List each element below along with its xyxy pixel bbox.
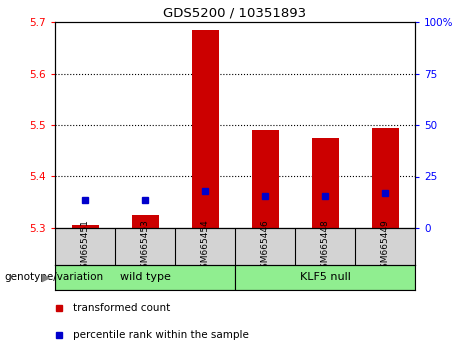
Text: GSM665454: GSM665454 bbox=[201, 219, 209, 274]
Text: KLF5 null: KLF5 null bbox=[300, 273, 350, 282]
Title: GDS5200 / 10351893: GDS5200 / 10351893 bbox=[164, 6, 307, 19]
Bar bbox=[312, 138, 338, 228]
Bar bbox=[55, 265, 235, 290]
Text: GSM665448: GSM665448 bbox=[320, 219, 330, 274]
Text: percentile rank within the sample: percentile rank within the sample bbox=[73, 330, 249, 339]
Bar bbox=[235, 265, 415, 290]
Bar bbox=[191, 30, 219, 228]
Bar bbox=[252, 130, 278, 228]
Text: GSM665453: GSM665453 bbox=[141, 219, 149, 274]
Text: GSM665449: GSM665449 bbox=[380, 219, 390, 274]
Bar bbox=[372, 127, 398, 228]
Text: ▶: ▶ bbox=[41, 273, 50, 282]
Text: transformed count: transformed count bbox=[73, 303, 170, 313]
Text: GSM665446: GSM665446 bbox=[260, 219, 270, 274]
Text: wild type: wild type bbox=[119, 273, 171, 282]
Text: GSM665451: GSM665451 bbox=[81, 219, 89, 274]
Bar bbox=[131, 215, 159, 228]
Text: genotype/variation: genotype/variation bbox=[5, 273, 104, 282]
Bar bbox=[71, 225, 99, 228]
